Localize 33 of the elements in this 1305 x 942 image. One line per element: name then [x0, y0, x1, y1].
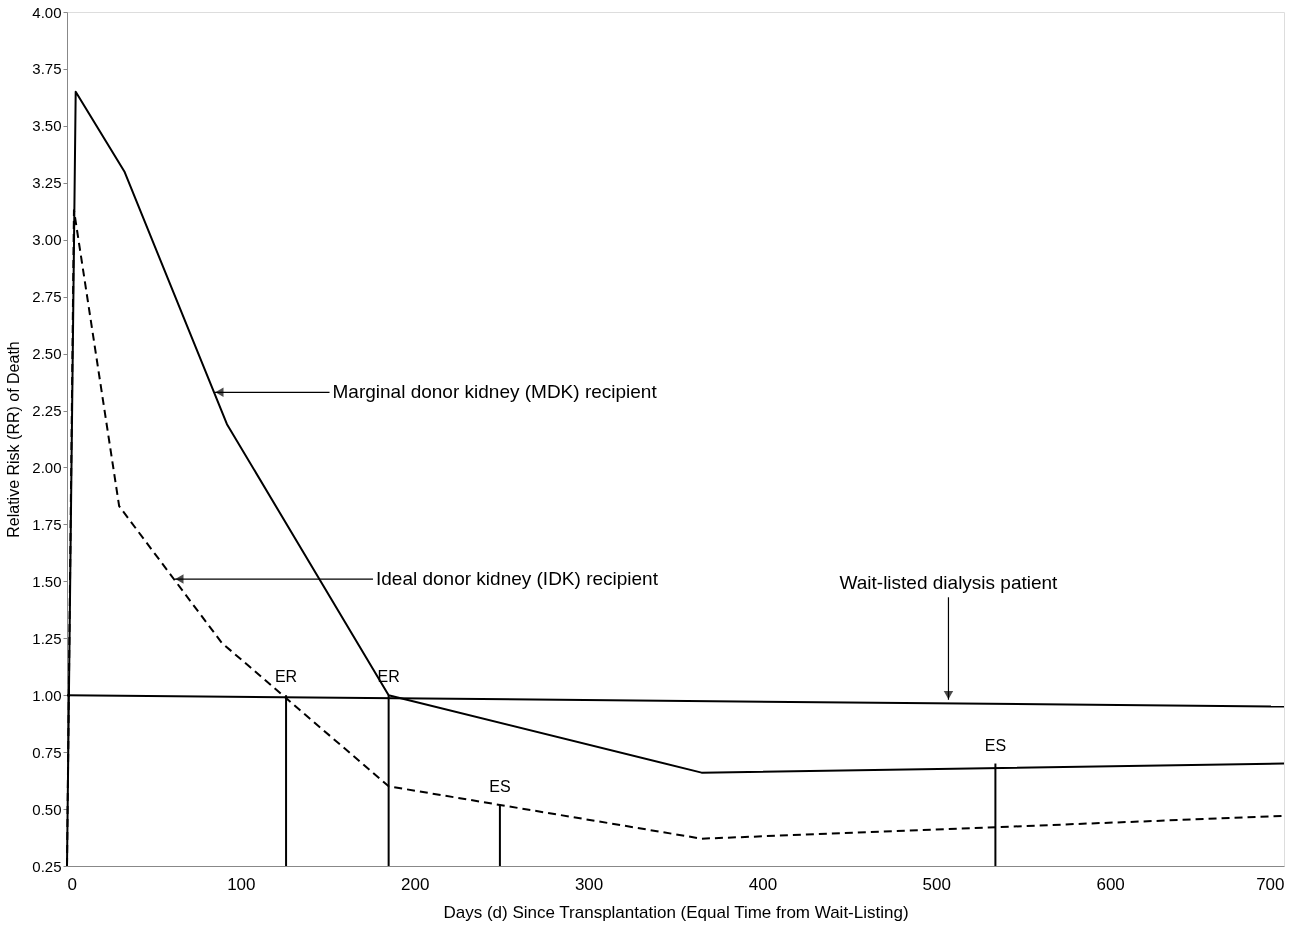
annotation: ES — [489, 777, 511, 795]
x-tick-label: 600 — [1096, 874, 1125, 894]
y-tick-label: 3.00 — [32, 231, 62, 249]
y-tick-label: 1.50 — [32, 572, 62, 590]
y-tick-label: 2.75 — [32, 288, 62, 306]
x-tick-label: 0 — [67, 874, 77, 894]
y-tick-label: 1.00 — [32, 686, 62, 704]
x-tick-label: 100 — [227, 874, 256, 894]
y-tick-label: 3.25 — [32, 174, 62, 192]
y-tick-label: 2.25 — [32, 402, 62, 420]
x-tick-label: 200 — [401, 874, 430, 894]
annotation: ES — [984, 736, 1007, 754]
annotation: Marginal donor kidney (MDK) recipient — [332, 381, 658, 403]
y-tick-label: 0.50 — [32, 800, 62, 818]
x-tick-label: 400 — [748, 874, 778, 894]
y-tick-label: 2.50 — [32, 345, 62, 363]
y-axis-title: Relative Risk (RR) of Death — [5, 341, 23, 538]
y-tick-label: 1.75 — [32, 515, 62, 533]
annotation: ER — [274, 668, 298, 686]
y-tick-label: 4.00 — [32, 3, 62, 21]
x-axis-title: Days (d) Since Transplantation (Equal Time from Wait-Listing) — [443, 902, 909, 922]
y-tick-label: 2.00 — [32, 458, 62, 476]
x-tick-label: 700 — [1256, 874, 1285, 894]
y-tick-label: 3.50 — [32, 117, 62, 135]
x-tick-label: 500 — [922, 874, 951, 894]
annotation: Ideal donor kidney (IDK) recipient — [375, 568, 659, 590]
annotation: Wait-listed dialysis patient — [839, 572, 1059, 594]
x-tick-label: 300 — [574, 874, 604, 894]
annotation: ER — [377, 668, 400, 686]
y-tick-label: 1.25 — [32, 629, 62, 647]
y-tick-label: 3.75 — [32, 60, 62, 78]
y-tick-label: 0.75 — [32, 743, 62, 761]
y-tick-label: 0.25 — [32, 857, 62, 875]
